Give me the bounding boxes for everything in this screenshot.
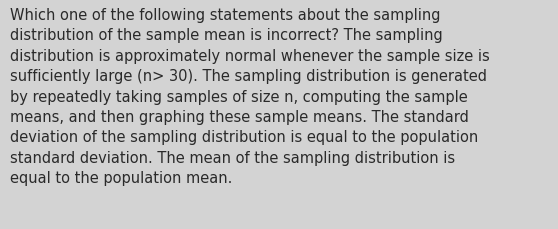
Text: Which one of the following statements about the sampling
distribution of the sam: Which one of the following statements ab… xyxy=(10,8,490,185)
